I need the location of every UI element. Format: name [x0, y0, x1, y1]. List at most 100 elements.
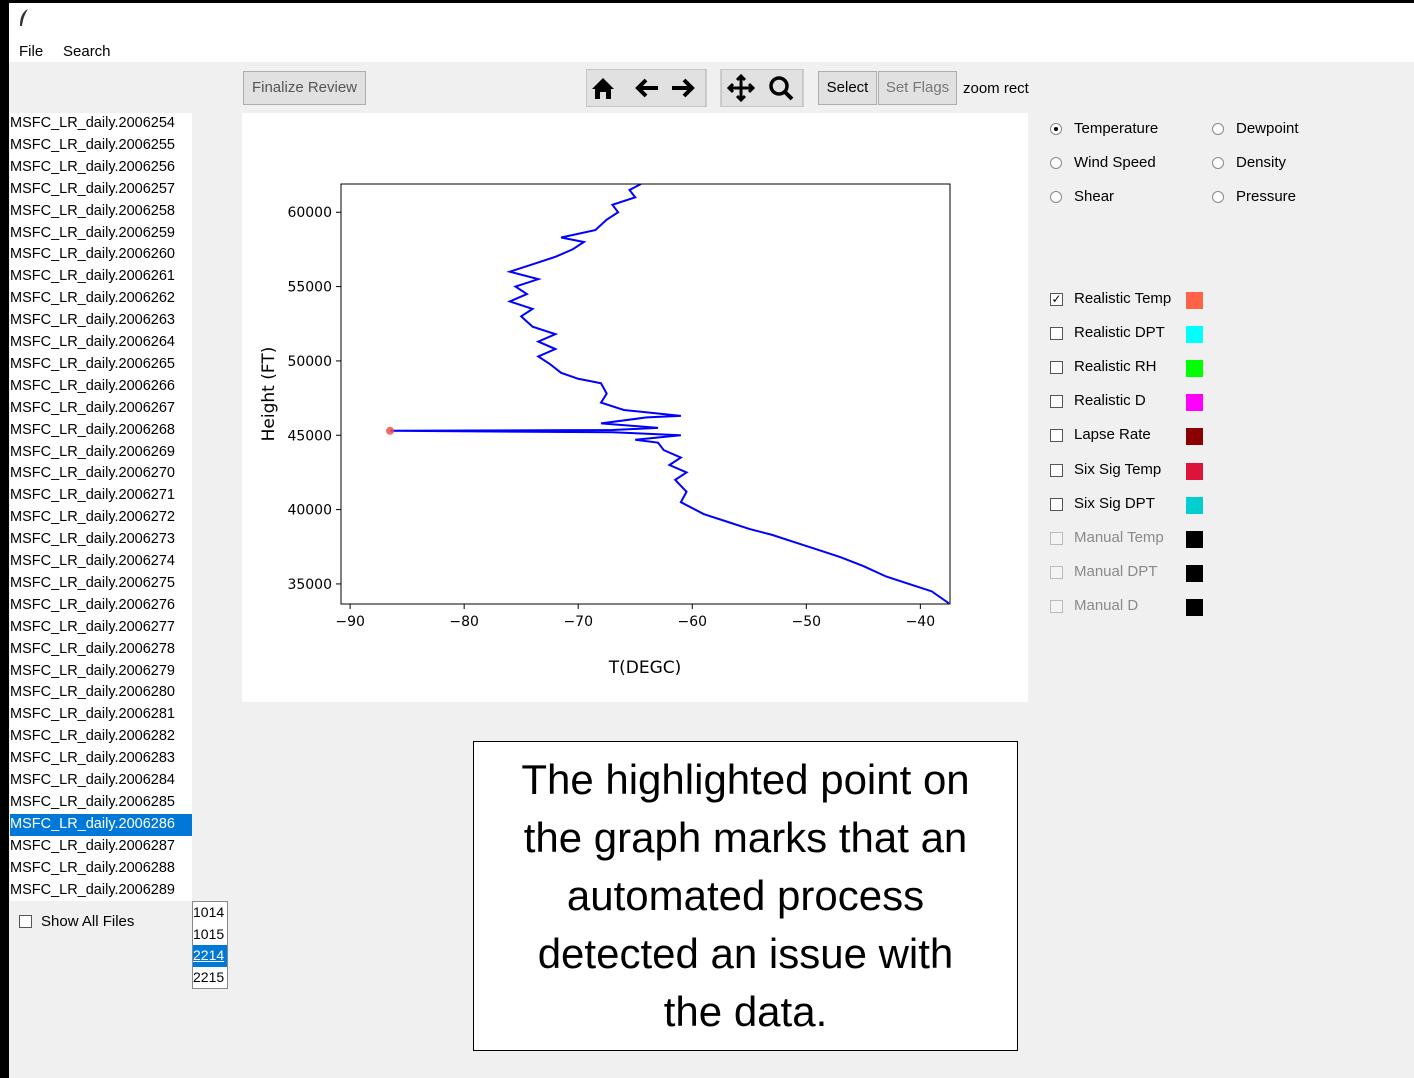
- y-tick-label: 60000: [287, 205, 332, 221]
- file-item[interactable]: MSFC_LR_daily.2006278: [10, 639, 192, 661]
- nav-icons: [586, 69, 808, 107]
- flag-label: Manual Temp: [1074, 529, 1164, 546]
- flag-label[interactable]: Six Sig DPT: [1074, 495, 1155, 512]
- flag-color: [1186, 326, 1203, 343]
- flag-label[interactable]: Realistic D: [1074, 392, 1146, 409]
- file-item[interactable]: MSFC_LR_daily.2006261: [10, 266, 192, 288]
- radio-label[interactable]: Dewpoint: [1236, 120, 1299, 137]
- file-item[interactable]: MSFC_LR_daily.2006277: [10, 617, 192, 639]
- note-box: The highlighted point on the graph marks…: [473, 741, 1018, 1051]
- flag-checkbox[interactable]: ✓: [1050, 293, 1063, 306]
- flag-checkbox[interactable]: [1050, 464, 1063, 477]
- file-item[interactable]: MSFC_LR_daily.2006263: [10, 310, 192, 332]
- file-item[interactable]: MSFC_LR_daily.2006265: [10, 354, 192, 376]
- time-item[interactable]: 2214: [193, 945, 227, 967]
- window-border: [0, 0, 9, 1078]
- y-tick-label: 55000: [287, 280, 332, 296]
- radio-label[interactable]: Wind Speed: [1074, 154, 1156, 171]
- file-item[interactable]: MSFC_LR_daily.2006262: [10, 288, 192, 310]
- radio-label[interactable]: Pressure: [1236, 188, 1296, 205]
- time-item[interactable]: 1014: [193, 902, 227, 924]
- file-item[interactable]: MSFC_LR_daily.2006268: [10, 420, 192, 442]
- flag-label[interactable]: Realistic DPT: [1074, 324, 1165, 341]
- flag-color: [1186, 531, 1203, 548]
- file-item[interactable]: MSFC_LR_daily.2006281: [10, 704, 192, 726]
- flag-color: [1186, 428, 1203, 445]
- x-tick-label: −80: [449, 614, 479, 630]
- file-item[interactable]: MSFC_LR_daily.2006282: [10, 726, 192, 748]
- file-item[interactable]: MSFC_LR_daily.2006280: [10, 682, 192, 704]
- y-tick-label: 45000: [287, 428, 332, 444]
- set-flags-button[interactable]: Set Flags: [878, 71, 957, 105]
- finalize-button[interactable]: Finalize Review: [243, 71, 366, 105]
- file-item[interactable]: MSFC_LR_daily.2006258: [10, 201, 192, 223]
- radio-button[interactable]: [1212, 191, 1224, 203]
- chart: T(DEGC) Height (FT) −90−80−70−60−50−4035…: [242, 113, 1028, 702]
- flag-checkbox[interactable]: [1050, 327, 1063, 340]
- select-button[interactable]: Select: [818, 71, 877, 105]
- file-item[interactable]: MSFC_LR_daily.2006275: [10, 573, 192, 595]
- time-list: 1014101522142215: [192, 901, 228, 989]
- file-item[interactable]: MSFC_LR_daily.2006274: [10, 551, 192, 573]
- flag-label[interactable]: Realistic Temp: [1074, 290, 1171, 307]
- file-item[interactable]: MSFC_LR_daily.2006273: [10, 529, 192, 551]
- title-menu-bar: [9, 3, 1414, 62]
- menu-item[interactable]: Search: [63, 43, 111, 60]
- x-tick-label: −60: [677, 614, 707, 630]
- file-item[interactable]: MSFC_LR_daily.2006257: [10, 179, 192, 201]
- file-item[interactable]: MSFC_LR_daily.2006276: [10, 595, 192, 617]
- flag-color: [1186, 599, 1203, 616]
- y-axis-label: Height (FT): [259, 347, 279, 442]
- file-item[interactable]: MSFC_LR_daily.2006266: [10, 376, 192, 398]
- x-tick-label: −50: [792, 614, 822, 630]
- file-item[interactable]: MSFC_LR_daily.2006284: [10, 770, 192, 792]
- file-item[interactable]: MSFC_LR_daily.2006260: [10, 244, 192, 266]
- time-item[interactable]: 2215: [193, 967, 227, 989]
- file-item[interactable]: MSFC_LR_daily.2006283: [10, 748, 192, 770]
- file-item[interactable]: MSFC_LR_daily.2006285: [10, 792, 192, 814]
- flag-checkbox[interactable]: [1050, 498, 1063, 511]
- y-tick-label: 40000: [287, 503, 332, 519]
- data-line: [390, 184, 949, 603]
- radio-button[interactable]: [1212, 157, 1224, 169]
- flag-label[interactable]: Six Sig Temp: [1074, 461, 1161, 478]
- file-item[interactable]: MSFC_LR_daily.2006255: [10, 135, 192, 157]
- time-item[interactable]: 1015: [193, 924, 227, 946]
- flag-label[interactable]: Lapse Rate: [1074, 426, 1151, 443]
- file-item[interactable]: MSFC_LR_daily.2006288: [10, 858, 192, 880]
- menu-item[interactable]: File: [19, 43, 43, 60]
- file-item[interactable]: MSFC_LR_daily.2006254: [10, 113, 192, 135]
- show-all-checkbox[interactable]: [19, 915, 32, 928]
- app: File Search Finalize Review Select Set Fl…: [0, 0, 1414, 1078]
- radio-label[interactable]: Density: [1236, 154, 1286, 171]
- radio-button[interactable]: [1050, 123, 1062, 135]
- file-item[interactable]: MSFC_LR_daily.2006271: [10, 485, 192, 507]
- file-item[interactable]: MSFC_LR_daily.2006269: [10, 442, 192, 464]
- file-item[interactable]: MSFC_LR_daily.2006267: [10, 398, 192, 420]
- flag-color: [1186, 497, 1203, 514]
- radio-label[interactable]: Shear: [1074, 188, 1114, 205]
- flag-label[interactable]: Realistic RH: [1074, 358, 1157, 375]
- app-icon: [18, 8, 30, 28]
- flag-checkbox: [1050, 566, 1063, 579]
- y-tick-label: 35000: [287, 577, 332, 593]
- file-item[interactable]: MSFC_LR_daily.2006286: [10, 814, 192, 836]
- file-item[interactable]: MSFC_LR_daily.2006279: [10, 661, 192, 683]
- file-item[interactable]: MSFC_LR_daily.2006270: [10, 463, 192, 485]
- file-item[interactable]: MSFC_LR_daily.2006256: [10, 157, 192, 179]
- file-item[interactable]: MSFC_LR_daily.2006289: [10, 880, 192, 902]
- flag-checkbox[interactable]: [1050, 429, 1063, 442]
- flag-label: Manual D: [1074, 597, 1138, 614]
- file-item[interactable]: MSFC_LR_daily.2006259: [10, 223, 192, 245]
- flag-checkbox[interactable]: [1050, 395, 1063, 408]
- flag-checkbox[interactable]: [1050, 361, 1063, 374]
- file-item[interactable]: MSFC_LR_daily.2006272: [10, 507, 192, 529]
- radio-button[interactable]: [1050, 191, 1062, 203]
- file-item[interactable]: MSFC_LR_daily.2006264: [10, 332, 192, 354]
- x-axis-label: T(DEGC): [608, 658, 682, 678]
- file-item[interactable]: MSFC_LR_daily.2006287: [10, 836, 192, 858]
- radio-button[interactable]: [1050, 157, 1062, 169]
- radio-button[interactable]: [1212, 123, 1224, 135]
- radio-label[interactable]: Temperature: [1074, 120, 1158, 137]
- x-tick-label: −40: [906, 614, 936, 630]
